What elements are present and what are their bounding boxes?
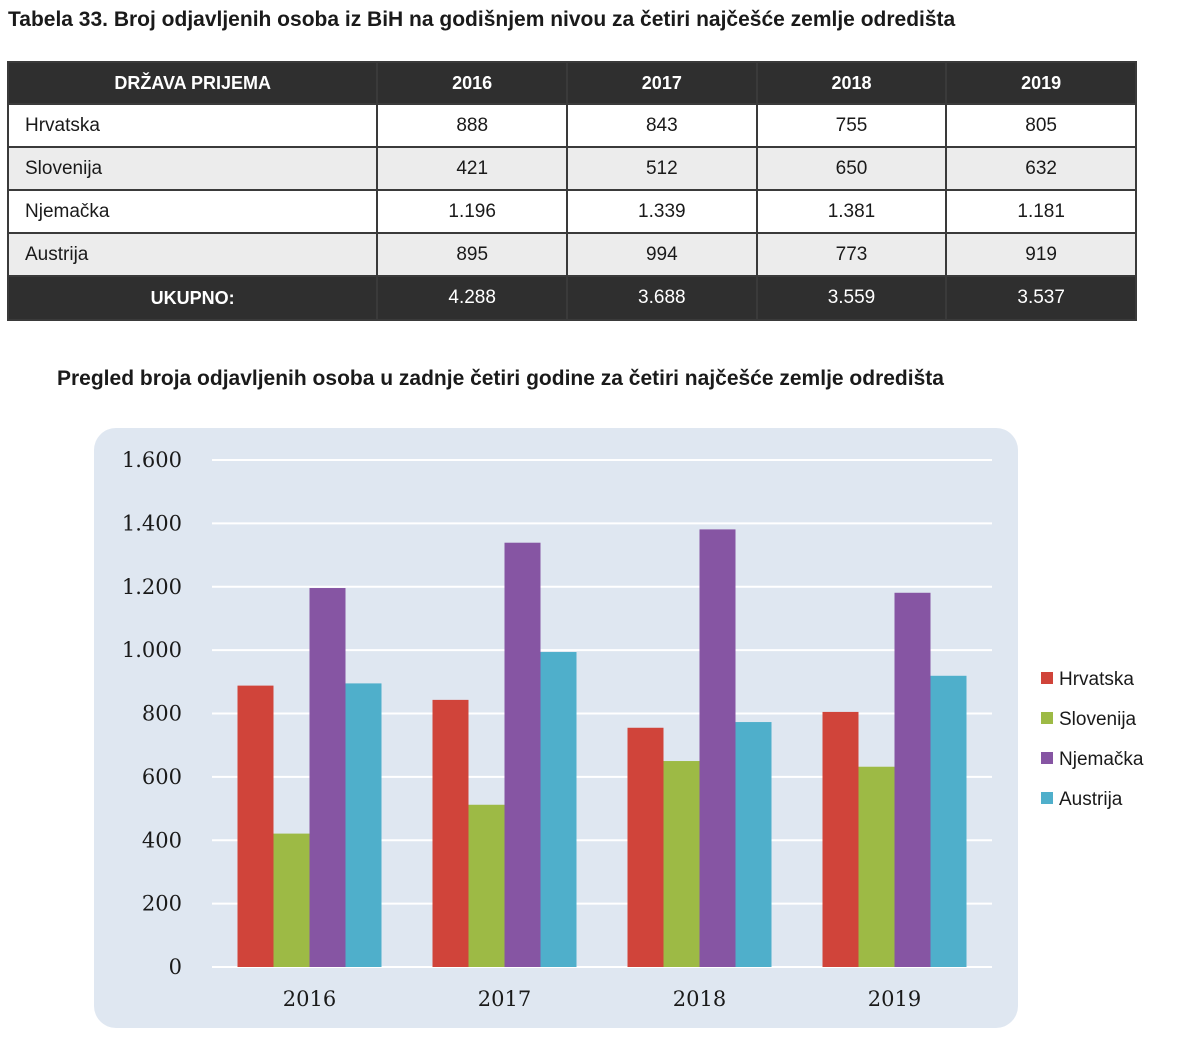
legend-label: Hrvatska	[1059, 669, 1134, 690]
header-year: 2016	[376, 61, 568, 105]
value-cell: 773	[755, 232, 948, 277]
country-cell: Njemačka	[6, 189, 379, 234]
bars	[237, 529, 967, 967]
x-tick-label: 2017	[478, 987, 531, 1011]
bar-hrvatska	[822, 711, 859, 967]
total-cell: 4.288	[376, 275, 568, 321]
legend-label: Austrija	[1059, 789, 1123, 810]
table-row: Austrija 895 994 773 919	[6, 232, 1137, 277]
x-tick-label: 2018	[673, 987, 726, 1011]
bar-hrvatska	[432, 699, 469, 967]
bar-hrvatska	[237, 685, 274, 967]
bar-slovenija	[663, 761, 700, 967]
legend: Hrvatska Slovenija Njemačka Austrija	[1041, 669, 1144, 810]
value-cell: 1.339	[566, 189, 758, 234]
bar-austrija	[540, 652, 577, 967]
country-cell: Hrvatska	[6, 103, 379, 148]
y-tick-labels: 0 200 400 600 800 1.000 1.200 1.400 1.600	[122, 448, 182, 979]
bar-njemačka	[894, 592, 931, 967]
value-cell: 650	[755, 146, 948, 191]
bar-njemačka	[699, 529, 736, 967]
header-year: 2017	[566, 61, 758, 105]
bar-hrvatska	[627, 727, 664, 967]
value-cell: 632	[945, 146, 1137, 191]
value-cell: 843	[566, 103, 758, 148]
value-cell: 919	[945, 232, 1137, 277]
legend-swatch	[1041, 712, 1053, 724]
value-cell: 888	[376, 103, 568, 148]
bar-njemačka	[504, 542, 541, 967]
header-year: 2018	[755, 61, 948, 105]
x-tick-labels: 2016 2017 2018 2019	[283, 987, 921, 1011]
value-cell: 895	[376, 232, 568, 277]
total-cell: 3.537	[945, 275, 1137, 321]
country-cell: Austrija	[6, 232, 379, 277]
y-tick-label: 1.400	[122, 511, 182, 535]
total-label: UKUPNO:	[6, 275, 379, 321]
table-row: Slovenija 421 512 650 632	[6, 146, 1137, 191]
value-cell: 1.196	[376, 189, 568, 234]
bar-slovenija	[273, 833, 310, 967]
data-table: DRŽAVA PRIJEMA 2016 2017 2018 2019 Hrvat…	[6, 61, 1137, 321]
country-cell: Slovenija	[6, 146, 379, 191]
bar-austrija	[930, 675, 967, 967]
table-row: Njemačka 1.196 1.339 1.381 1.181	[6, 189, 1137, 234]
y-tick-label: 1.600	[122, 448, 182, 472]
total-cell: 3.688	[566, 275, 758, 321]
y-tick-label: 1.000	[122, 638, 182, 662]
table-title: Tabela 33. Broj odjavljenih osoba iz BiH…	[8, 8, 956, 31]
legend-label: Njemačka	[1059, 749, 1144, 770]
value-cell: 994	[566, 232, 758, 277]
y-tick-label: 1.200	[122, 575, 182, 599]
y-tick-label: 200	[142, 892, 182, 916]
total-row: UKUPNO: 4.288 3.688 3.559 3.537	[6, 275, 1137, 321]
value-cell: 1.181	[945, 189, 1137, 234]
total-cell: 3.559	[755, 275, 948, 321]
y-tick-label: 800	[142, 702, 182, 726]
y-tick-label: 600	[142, 765, 182, 789]
y-tick-label: 400	[142, 828, 182, 852]
bar-slovenija	[468, 804, 505, 967]
x-tick-label: 2019	[868, 987, 921, 1011]
value-cell: 755	[755, 103, 948, 148]
value-cell: 421	[376, 146, 568, 191]
legend-swatch	[1041, 792, 1053, 804]
chart-title: Pregled broja odjavljenih osoba u zadnje…	[57, 367, 944, 390]
bar-austrija	[735, 722, 772, 967]
y-tick-label: 0	[169, 955, 182, 979]
table-row: Hrvatska 888 843 755 805	[6, 103, 1137, 148]
header-year: 2019	[945, 61, 1137, 105]
value-cell: 1.381	[755, 189, 948, 234]
table-header-row: DRŽAVA PRIJEMA 2016 2017 2018 2019	[6, 61, 1137, 105]
legend-label: Slovenija	[1059, 709, 1137, 730]
header-country: DRŽAVA PRIJEMA	[6, 61, 379, 105]
legend-swatch	[1041, 672, 1053, 684]
bar-njemačka	[309, 588, 346, 967]
legend-swatch	[1041, 752, 1053, 764]
bar-austrija	[345, 683, 382, 967]
value-cell: 512	[566, 146, 758, 191]
x-tick-label: 2016	[283, 987, 336, 1011]
value-cell: 805	[945, 103, 1137, 148]
bar-slovenija	[858, 766, 895, 967]
